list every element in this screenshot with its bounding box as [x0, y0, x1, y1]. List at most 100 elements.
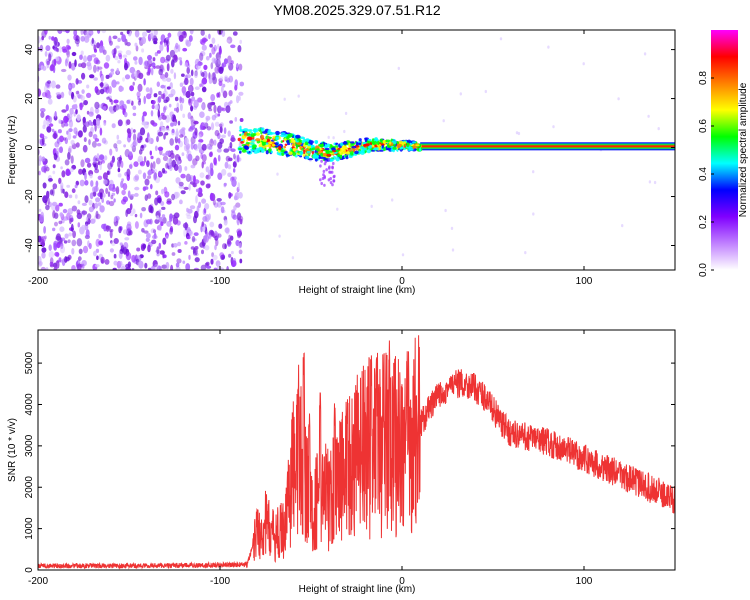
noise-blob — [228, 234, 231, 240]
noise-blob — [40, 111, 45, 118]
noise-blob — [166, 198, 172, 203]
stray-dot — [547, 45, 550, 49]
snr-y-tick-label: 4000 — [24, 393, 35, 416]
stray-dot — [370, 204, 373, 208]
ridge-blob — [396, 143, 402, 149]
ridge-blob — [407, 139, 411, 144]
noise-blob — [180, 190, 186, 195]
noise-blob — [190, 118, 196, 126]
noise-blob — [125, 209, 129, 217]
noise-blob — [88, 206, 94, 213]
ridge-blob — [292, 152, 297, 157]
noise-blob — [72, 135, 77, 139]
noise-blob — [112, 183, 116, 190]
noise-blob — [77, 200, 81, 205]
noise-blob — [228, 62, 234, 71]
stray-dot — [336, 207, 339, 211]
noise-blob — [221, 85, 224, 94]
noise-blob — [209, 162, 214, 171]
noise-blob — [70, 139, 75, 146]
noise-blob — [193, 215, 197, 224]
ridge-blob — [329, 150, 333, 153]
colorbar-tick-label: 0.0 — [698, 263, 709, 277]
ridge-blob — [264, 147, 267, 152]
ridge-blob — [238, 147, 243, 151]
noise-blob — [210, 258, 214, 265]
noise-blob — [107, 191, 111, 198]
noise-blob — [117, 119, 123, 127]
noise-blob — [113, 260, 118, 266]
noise-blob — [47, 197, 50, 205]
noise-blob — [71, 265, 76, 270]
noise-blob — [41, 247, 47, 253]
noise-blob — [134, 186, 140, 191]
noise-blob — [110, 194, 114, 200]
noise-blob — [201, 44, 207, 51]
noise-blob — [155, 157, 161, 165]
noise-blob — [226, 266, 229, 270]
noise-blob — [199, 111, 205, 118]
noise-blob — [104, 259, 110, 265]
snr-y-label: SNR (10 * v/v) — [7, 418, 18, 482]
noise-blob — [194, 257, 200, 263]
noise-blob — [165, 39, 170, 47]
colorbar-bar — [711, 30, 738, 270]
ridge-tail-blob — [327, 157, 331, 162]
ridge-blob — [357, 142, 361, 145]
stray-dot — [499, 37, 503, 41]
noise-blob — [58, 202, 63, 207]
noise-blob — [159, 121, 164, 129]
noise-blob — [233, 195, 238, 201]
ridge-blob — [316, 148, 320, 152]
noise-blob — [199, 52, 204, 61]
noise-blob — [75, 90, 80, 95]
stray-dot — [344, 111, 348, 115]
ridge-blob — [319, 143, 324, 148]
ridge-blob — [366, 149, 371, 154]
noise-blob — [188, 254, 191, 260]
noise-blob — [218, 47, 222, 55]
noise-blob — [227, 238, 231, 245]
spectrogram-y-tick-label: -40 — [24, 238, 35, 253]
noise-blob — [233, 153, 236, 160]
noise-blob — [128, 229, 133, 236]
noise-blob — [98, 240, 104, 246]
ridge-tail-blob — [331, 165, 334, 169]
noise-blob — [74, 194, 78, 199]
noise-blob — [152, 168, 158, 174]
noise-blob — [194, 127, 198, 136]
noise-blob — [185, 74, 192, 79]
snr-x-tick-label: -200 — [28, 576, 48, 587]
noise-blob — [195, 155, 200, 162]
noise-blob — [84, 157, 91, 164]
noise-blob — [80, 50, 84, 56]
noise-blob — [182, 47, 188, 52]
noise-blob — [129, 212, 134, 217]
noise-blob — [39, 133, 45, 139]
noise-blob — [179, 97, 183, 102]
noise-blob — [106, 96, 110, 100]
ridge-blob — [299, 151, 304, 155]
ridge-tail-blob — [331, 183, 334, 187]
noise-blob — [236, 154, 240, 163]
noise-blob — [184, 62, 189, 68]
ridge-blob — [342, 141, 348, 145]
noise-blob — [165, 150, 171, 156]
noise-blob — [141, 207, 147, 212]
noise-blob — [70, 223, 74, 232]
stray-dot — [647, 114, 650, 118]
ridge-blob — [358, 138, 362, 142]
stray-dot — [515, 131, 519, 135]
ridge-blob — [303, 139, 310, 143]
noise-blob — [40, 108, 46, 113]
stray-dot — [451, 248, 455, 252]
noise-blob — [238, 215, 244, 222]
noise-blob — [90, 180, 94, 187]
noise-blob — [158, 242, 162, 250]
noise-blob — [86, 92, 92, 98]
noise-blob — [200, 180, 205, 186]
noise-blob — [57, 30, 63, 34]
noise-blob — [144, 262, 148, 269]
noise-blob — [96, 255, 99, 261]
